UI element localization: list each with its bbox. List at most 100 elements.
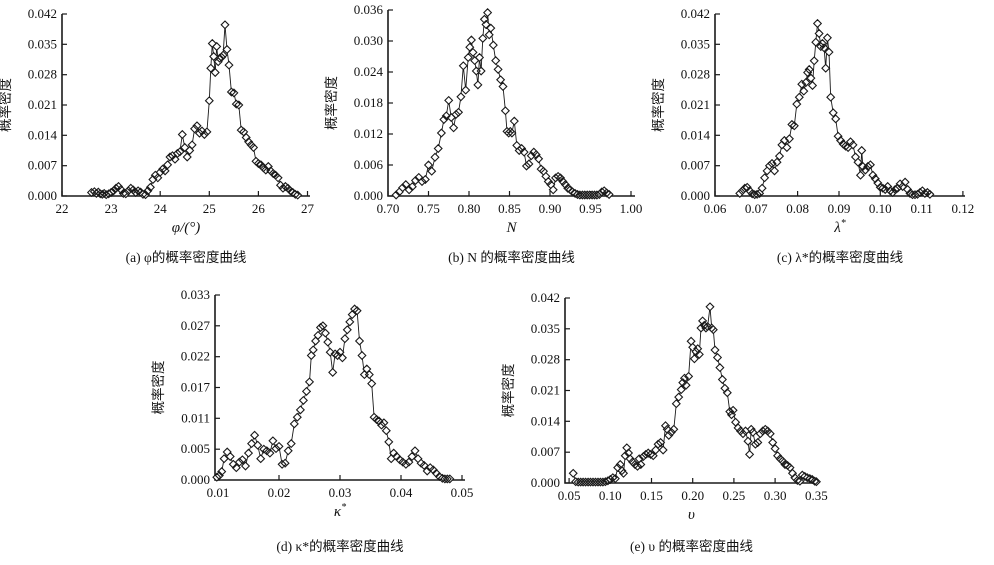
y-tick-label: 0.021 [531,383,560,398]
y-tick-label: 0.011 [181,410,210,425]
y-tick-label: 0.018 [354,95,383,110]
y-tick-label: 0.014 [28,127,58,142]
x-tick-label: 0.20 [681,488,704,503]
x-tick-label: 0.80 [458,201,481,216]
y-tick-label: 0.028 [531,352,560,367]
x-tick-label: 27 [301,201,315,216]
axes [214,295,465,481]
y-tick-label: 0.014 [531,413,561,428]
x-tick-label: 0.35 [805,488,828,503]
y-tick-label: 0.021 [28,97,57,112]
x-tick-label: 1.00 [620,201,643,216]
chart-b-canvas: 0.70 0.75 0.80 0.85 0.90 0.95 1.00 0.000 0.006 0.… [323,2,643,236]
x-tick-label: 0.85 [498,201,521,216]
y-tick-label: 0.035 [531,321,560,336]
x-tick-label: 25 [203,201,216,216]
x-tick-label: 22 [56,201,69,216]
chart-b-caption: (b) N 的概率密度曲线 [448,250,575,265]
y-tick-label: 0.036 [354,2,384,17]
chart-d-caption: (d) κ*的概率密度曲线 [276,539,404,554]
x-tick-label: 0.95 [579,201,602,216]
y-tick-label: 0.030 [354,33,383,48]
y-tick-label: 0.000 [681,188,710,203]
y-axis-label: 概率密度 [650,78,666,132]
diamond-markers [86,20,303,200]
x-axis-label: υ [688,507,695,523]
x-tick-label: 0.08 [786,201,809,216]
x-tick-label: 0.11 [910,201,932,216]
x-tick-label: 0.70 [377,201,400,216]
diamond-markers [568,302,821,487]
chart-c-canvas: 0.06 0.07 0.08 0.09 0.10 0.11 0.12 0.000 0.007 0.… [650,6,975,236]
diamond-markers [735,18,935,200]
chart-a: 22 23 24 25 26 27 0.000 0.007 0.014 0.021 0.028 0.0… [0,0,325,270]
y-axis-label: 概率密度 [0,78,13,132]
chart-c: 0.06 0.07 0.08 0.09 0.10 0.11 0.12 0.000 0.007 0.… [650,0,994,270]
chart-e-caption: (e) υ 的概率密度曲线 [630,539,753,554]
y-tick-label: 0.017 [181,380,211,395]
y-tick-label: 0.021 [681,97,710,112]
x-axis-label: κ* [334,502,346,520]
diamond-markers [212,304,455,484]
axes [387,10,635,197]
x-tick-label: 0.30 [764,488,787,503]
y-tick-label: 0.035 [28,36,57,51]
x-tick-label: 0.15 [640,488,663,503]
y-tick-label: 0.027 [181,318,211,333]
y-tick-label: 0.042 [531,290,560,305]
x-tick-label: 24 [154,201,168,216]
x-tick-label: 0.02 [268,485,291,500]
x-tick-label: 26 [252,201,266,216]
x-tick-label: 0.09 [828,201,851,216]
y-tick-label: 0.033 [181,287,210,302]
x-axis-label: φ/(°) [172,220,200,236]
y-axis-label: 概率密度 [150,361,166,415]
y-tick-label: 0.024 [354,64,384,79]
x-axis-label: N [505,220,517,236]
x-tick-label: 0.90 [539,201,562,216]
y-tick-label: 0.028 [681,67,710,82]
x-tick-label: 23 [105,201,118,216]
x-tick-label: 0.05 [558,488,581,503]
y-tick-label: 0.042 [681,6,710,21]
y-tick-label: 0.028 [28,67,57,82]
y-axis-label: 概率密度 [500,364,516,418]
y-tick-label: 0.014 [681,127,711,142]
chart-a-caption: (a) φ的概率密度曲线 [125,250,247,265]
chart-b: 0.70 0.75 0.80 0.85 0.90 0.95 1.00 0.000 0.006 0.… [323,0,660,270]
x-tick-label: 0.12 [952,201,975,216]
y-tick-label: 0.000 [181,472,210,487]
x-tick-label: 0.10 [869,201,892,216]
chart-d-canvas: 0.01 0.02 0.03 0.04 0.05 0.000 0.005 0.011 0.017… [150,287,474,520]
x-axis-label: λ* [833,218,846,236]
y-tick-label: 0.007 [531,444,561,459]
x-tick-label: 0.03 [329,485,352,500]
y-tick-label: 0.007 [681,158,711,173]
diamond-markers [391,8,614,200]
y-tick-label: 0.000 [354,188,383,203]
y-tick-label: 0.007 [28,158,58,173]
y-tick-label: 0.035 [681,36,710,51]
y-tick-label: 0.005 [181,441,210,456]
chart-e-canvas: 0.05 0.10 0.15 0.20 0.25 0.30 0.35 0.000 0.007 0.… [500,290,828,523]
y-tick-label: 0.042 [28,6,57,21]
y-tick-label: 0.006 [354,157,384,172]
x-tick-label: 0.04 [390,485,413,500]
y-axis-label: 概率密度 [323,76,339,130]
chart-a-canvas: 22 23 24 25 26 27 0.000 0.007 0.014 0.021 0.028 0.0… [0,6,315,236]
y-tick-label: 0.000 [531,475,560,490]
x-tick-label: 0.05 [451,485,474,500]
axes [714,14,965,197]
chart-e: 0.05 0.10 0.15 0.20 0.25 0.30 0.35 0.000 0.007 0.… [490,285,850,565]
x-tick-label: 0.06 [704,201,727,216]
x-tick-label: 0.01 [207,485,230,500]
x-tick-label: 0.07 [745,201,768,216]
x-tick-label: 0.10 [599,488,622,503]
chart-d: 0.01 0.02 0.03 0.04 0.05 0.000 0.005 0.011 0.017… [150,285,500,565]
y-tick-label: 0.000 [28,188,57,203]
y-tick-label: 0.022 [181,349,210,364]
chart-c-caption: (c) λ*的概率密度曲线 [776,250,904,265]
y-tick-label: 0.012 [354,126,383,141]
x-tick-label: 0.75 [417,201,440,216]
